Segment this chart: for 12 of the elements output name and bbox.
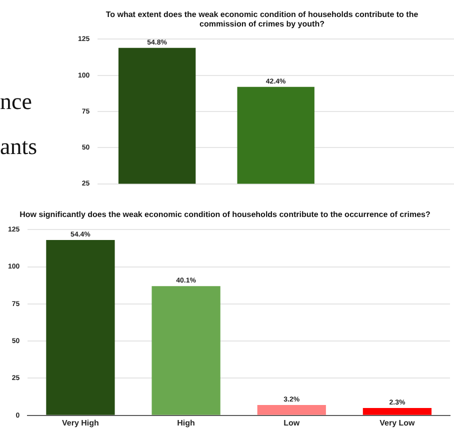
bar (46, 240, 115, 415)
x-tick-label: Very High (62, 418, 100, 428)
chart-title: To what extent does the weak economic condition of households contribute to the commission of crimes by youth? (106, 10, 419, 29)
bar (257, 404, 326, 415)
x-tick-label: High (177, 418, 196, 428)
x-tick-label: Very Low (380, 418, 416, 428)
text: nce (0, 89, 32, 115)
text: ants (0, 134, 38, 160)
bar (152, 286, 220, 415)
x-tick-label: Low (284, 418, 300, 428)
bar (362, 408, 432, 415)
chart-title: How significantly does the weak economic condition of households contribute to the occurrence of crimes? (20, 210, 430, 220)
